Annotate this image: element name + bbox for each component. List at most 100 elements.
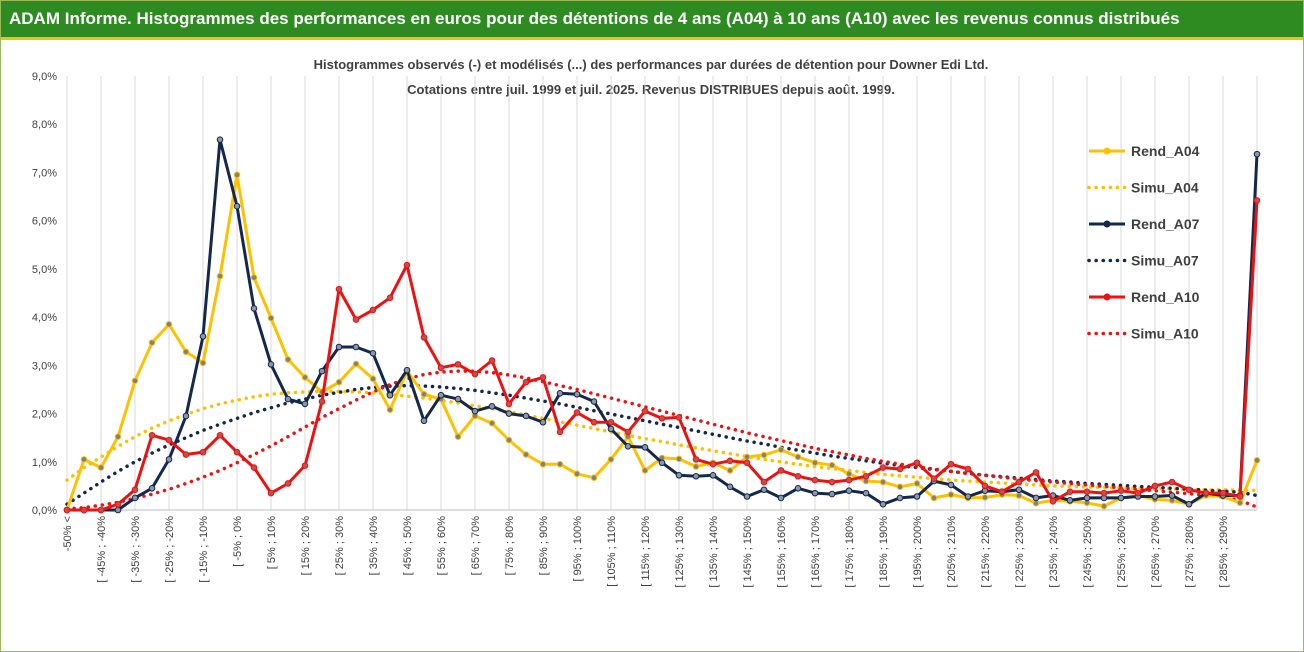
data-point bbox=[199, 333, 207, 340]
x-tick-label: [ 165% ; 170% bbox=[810, 516, 822, 588]
x-tick-label: [ 15% ; 20% bbox=[300, 516, 312, 576]
y-tick-label: 0,0% bbox=[32, 505, 57, 517]
data-point bbox=[488, 357, 496, 364]
data-point bbox=[964, 465, 972, 473]
data-point bbox=[1049, 498, 1057, 505]
y-tick-label: 7,0% bbox=[32, 167, 57, 179]
data-point bbox=[63, 506, 71, 514]
legend-label: Rend_A10 bbox=[1131, 289, 1200, 305]
x-tick-label: [ 215% ; 220% bbox=[980, 516, 992, 588]
x-tick-label: [ 265% ; 270% bbox=[1150, 516, 1162, 588]
y-tick-label: 9,0% bbox=[32, 71, 57, 83]
data-point bbox=[556, 390, 564, 397]
data-point bbox=[760, 486, 768, 494]
data-point bbox=[301, 400, 309, 408]
data-point bbox=[896, 494, 904, 502]
x-tick-label: [ 195% ; 200% bbox=[912, 516, 924, 588]
x-tick-label: [ 85% ; 90% bbox=[538, 516, 550, 576]
data-point bbox=[675, 455, 683, 463]
x-tick-label: [ 115% ; 120% bbox=[640, 516, 652, 587]
header-banner: ADAM Informe. Histogrammes des performan… bbox=[1, 1, 1303, 40]
data-point bbox=[743, 493, 751, 500]
x-tick-label: [ 65% ; 70% bbox=[470, 516, 482, 576]
data-point bbox=[590, 474, 598, 481]
data-point bbox=[777, 467, 785, 474]
x-tick-label: [ 155% ; 160% bbox=[776, 516, 788, 588]
data-point bbox=[1185, 500, 1193, 508]
data-point bbox=[624, 428, 632, 436]
x-tick-label: [ 235% ; 240% bbox=[1048, 516, 1060, 588]
data-point bbox=[539, 418, 547, 426]
x-tick-label: [ 255% ; 260% bbox=[1116, 516, 1128, 588]
legend-label: Simu_A07 bbox=[1131, 253, 1199, 269]
data-point bbox=[182, 412, 190, 420]
data-point bbox=[726, 483, 734, 491]
data-point bbox=[607, 425, 615, 433]
data-point bbox=[641, 444, 649, 451]
legend-label: Simu_A04 bbox=[1131, 180, 1199, 196]
data-point bbox=[80, 506, 88, 514]
data-point bbox=[726, 457, 734, 465]
data-point bbox=[199, 359, 207, 367]
data-point bbox=[1015, 486, 1023, 494]
y-tick-label: 4,0% bbox=[32, 312, 57, 324]
data-point bbox=[182, 451, 190, 458]
data-point bbox=[624, 443, 632, 450]
data-point bbox=[947, 491, 955, 498]
x-tick-label: [ 45% ; 50% bbox=[402, 516, 414, 576]
data-point bbox=[267, 314, 275, 322]
data-point bbox=[250, 274, 258, 281]
data-point bbox=[352, 343, 360, 351]
y-tick-label: 3,0% bbox=[32, 360, 57, 372]
data-point bbox=[182, 348, 190, 356]
legend-marker bbox=[1103, 293, 1111, 301]
data-point bbox=[488, 403, 496, 410]
data-point bbox=[998, 488, 1006, 495]
data-point bbox=[675, 414, 683, 421]
data-point bbox=[1253, 457, 1261, 464]
data-point bbox=[1185, 486, 1193, 494]
x-tick-label: [ 205% ; 210% bbox=[946, 516, 958, 588]
chart-subtitle-2: Cotations entre juil. 1999 et juil. 2025… bbox=[407, 82, 895, 97]
data-point bbox=[930, 475, 938, 482]
data-point bbox=[828, 490, 836, 498]
x-tick-label: [ 35% ; 40% bbox=[368, 516, 380, 576]
data-point bbox=[947, 481, 955, 489]
data-point bbox=[522, 412, 530, 420]
x-tick-label: [ 285% ; 290% bbox=[1218, 516, 1230, 588]
data-point bbox=[97, 464, 105, 471]
data-point bbox=[420, 334, 428, 341]
data-point bbox=[675, 471, 683, 479]
data-point bbox=[607, 456, 615, 463]
data-point bbox=[301, 374, 309, 381]
data-point bbox=[488, 419, 496, 427]
data-point bbox=[913, 459, 921, 467]
x-tick-label: [ -5% ; 0% bbox=[232, 516, 244, 567]
data-point bbox=[777, 446, 785, 454]
chart-subtitle-1: Histogrammes observés (-) et modélisés (… bbox=[314, 57, 989, 72]
data-point bbox=[267, 361, 275, 368]
data-point bbox=[522, 378, 530, 386]
data-point bbox=[777, 494, 785, 502]
data-point bbox=[454, 433, 462, 441]
data-point bbox=[250, 305, 258, 312]
series-line-simu-a07 bbox=[65, 383, 1259, 506]
data-point bbox=[505, 400, 513, 408]
data-point bbox=[692, 456, 700, 463]
data-point bbox=[845, 476, 853, 484]
data-point bbox=[879, 478, 887, 486]
data-point bbox=[233, 448, 241, 456]
x-tick-label: [ 55% ; 60% bbox=[436, 516, 448, 576]
data-point bbox=[148, 431, 156, 439]
data-point bbox=[556, 460, 564, 468]
data-point bbox=[454, 361, 462, 368]
data-point bbox=[420, 390, 428, 398]
data-point bbox=[760, 478, 768, 486]
x-tick-label: [ -25% ; -20% bbox=[164, 516, 176, 583]
data-point bbox=[165, 436, 173, 444]
data-point bbox=[862, 489, 870, 497]
data-point bbox=[369, 349, 377, 357]
data-point bbox=[437, 364, 445, 372]
